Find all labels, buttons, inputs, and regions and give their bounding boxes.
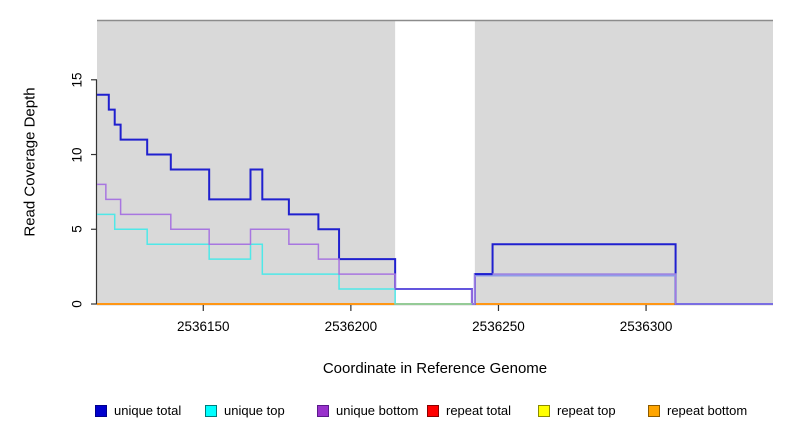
y-tick-label: 0 (69, 300, 85, 308)
series-unique-bottom (97, 183, 773, 305)
x-axis-title: Coordinate in Reference Genome (322, 360, 548, 377)
gap-region (395, 21, 475, 304)
x-tick-label: 2536250 (472, 319, 525, 334)
y-tick-label: 5 (69, 225, 85, 234)
y-axis-title: Read Coverage Depth (21, 87, 39, 237)
y-tick-label: 10 (69, 147, 85, 163)
x-tick-label: 2536300 (619, 319, 673, 334)
x-tick-label: 2536150 (176, 319, 230, 334)
x-tick-label: 2536200 (324, 319, 378, 334)
y-tick-label: 15 (69, 72, 85, 88)
